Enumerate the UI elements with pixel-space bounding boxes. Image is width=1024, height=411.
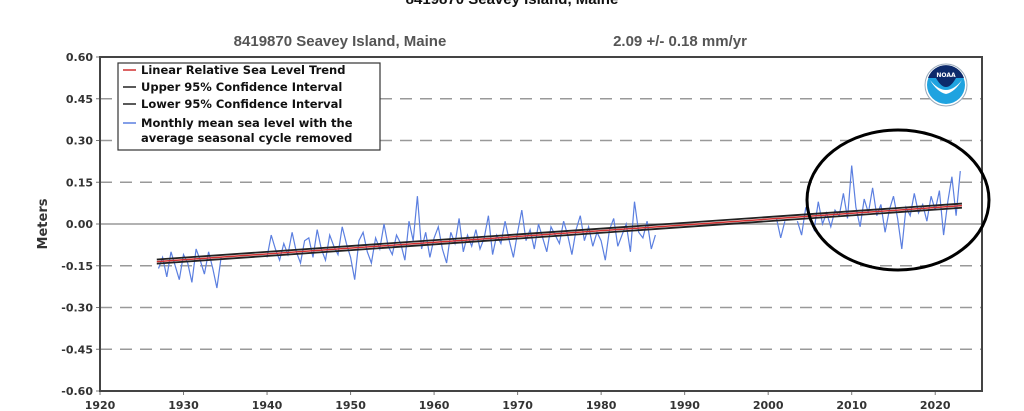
x-tick-label: 2020 bbox=[920, 399, 951, 411]
y-tick-label: -0.30 bbox=[61, 302, 93, 315]
x-tick-label: 1950 bbox=[335, 399, 366, 411]
upper-confidence-line bbox=[156, 202, 963, 261]
x-tick-label: 2010 bbox=[836, 399, 867, 411]
svg-text:NOAA: NOAA bbox=[936, 72, 956, 79]
legend-label: Monthly mean sea level with the bbox=[141, 116, 353, 130]
noaa-logo-icon: NOAA bbox=[924, 63, 968, 107]
chart-title: 8419870 Seavey Island, Maine bbox=[234, 33, 447, 50]
y-tick-label: -0.45 bbox=[61, 343, 93, 356]
y-tick-label: 0.60 bbox=[66, 51, 93, 64]
top-title: 8419870 Seavey Island, Maine bbox=[406, 0, 619, 8]
legend-label: Lower 95% Confidence Interval bbox=[141, 97, 342, 111]
y-axis-label: Meters bbox=[36, 198, 51, 249]
x-tick-label: 1940 bbox=[252, 399, 283, 411]
x-tick-label: 1960 bbox=[419, 399, 450, 411]
legend-box bbox=[117, 62, 381, 151]
y-tick-label: -0.60 bbox=[61, 385, 93, 398]
y-tick-label: 0.00 bbox=[66, 218, 93, 231]
monthly-sea-level-series bbox=[775, 218, 786, 239]
lower-confidence-line bbox=[156, 206, 963, 265]
x-tick-label: 1930 bbox=[168, 399, 199, 411]
highlight-ellipse bbox=[805, 128, 991, 272]
monthly-sea-level-series bbox=[266, 196, 656, 280]
x-tick-label: 1980 bbox=[586, 399, 617, 411]
trend-rate: 2.09 +/- 0.18 mm/yr bbox=[613, 33, 747, 50]
trend-line bbox=[156, 204, 963, 263]
legend-label: Upper 95% Confidence Interval bbox=[141, 80, 342, 94]
y-tick-label: 0.45 bbox=[66, 93, 93, 106]
y-tick-label: 0.30 bbox=[66, 135, 93, 148]
x-tick-label: 1970 bbox=[502, 399, 533, 411]
x-tick-label: 1990 bbox=[669, 399, 700, 411]
x-tick-label: 1920 bbox=[85, 399, 116, 411]
y-tick-label: -0.15 bbox=[61, 260, 93, 273]
y-tick-label: 0.15 bbox=[66, 176, 93, 189]
legend-label: average seasonal cycle removed bbox=[141, 131, 352, 145]
x-tick-label: 2000 bbox=[753, 399, 784, 411]
legend: Linear Relative Sea Level Trend Upper 95%… bbox=[117, 62, 381, 151]
legend-label: Linear Relative Sea Level Trend bbox=[141, 63, 345, 77]
